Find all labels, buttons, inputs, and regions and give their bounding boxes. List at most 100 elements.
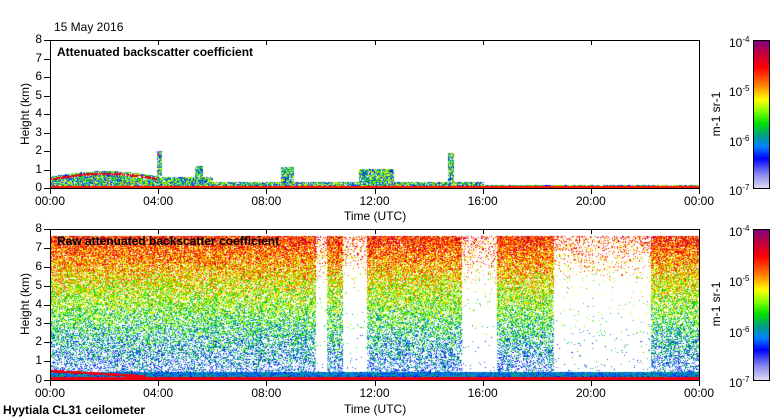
x-tick-top — [158, 229, 160, 234]
x-tick — [482, 381, 484, 386]
colorbar-tick-label: 10-4 — [729, 35, 750, 50]
x-tick-top — [50, 40, 51, 45]
x-tick-label: 00:00 — [683, 386, 715, 400]
y-tick-label: 5 — [35, 87, 42, 102]
x-tick — [374, 189, 376, 194]
y-tick — [44, 361, 50, 363]
y-tick — [44, 77, 50, 78]
colorbar-tick-label: 10-5 — [729, 84, 750, 100]
y-tick — [44, 342, 50, 344]
colorbar-tick-label: 10-7 — [729, 183, 750, 198]
y-tick-label: 6 — [35, 258, 42, 273]
x-tick-label: 08:00 — [251, 386, 282, 400]
colorbar-tick-label: 10-6 — [729, 324, 750, 340]
y-tick — [44, 169, 50, 171]
y-tick-label: 2 — [35, 143, 42, 157]
colorbar-tick-label: 10-5 — [729, 274, 750, 290]
x-tick-label: 00:00 — [683, 194, 715, 208]
x-tick-top — [374, 229, 376, 234]
plot-title: Raw attenuated backscatter coefficient — [57, 234, 280, 248]
y-tick — [44, 151, 50, 152]
x-tick — [590, 189, 592, 194]
y-tick-label: 5 — [35, 277, 42, 292]
y-tick-label: 2 — [35, 334, 42, 349]
y-tick — [44, 58, 50, 60]
y-tick — [44, 40, 50, 41]
x-tick — [50, 381, 51, 386]
y-tick-label: 0 — [35, 180, 42, 194]
x-tick-top — [590, 229, 592, 234]
x-tick — [50, 189, 51, 194]
x-tick-label: 16:00 — [467, 194, 498, 208]
x-tick — [482, 189, 484, 194]
colorbar-units: m-1 sr-1 — [709, 91, 723, 137]
plot-raw-backscatter: Raw attenuated backscatter coefficient — [50, 229, 700, 381]
colorbar-units: m-1 sr-1 — [709, 281, 723, 327]
colorbar-tick-label: 10-7 — [729, 375, 750, 390]
y-tick — [44, 266, 50, 268]
x-tick — [699, 189, 700, 194]
y-tick — [44, 229, 50, 230]
x-tick-label: 12:00 — [359, 386, 390, 400]
y-tick-label: 4 — [35, 106, 42, 120]
x-tick-top — [50, 229, 51, 234]
y-tick — [44, 304, 50, 306]
x-tick-label: 16:00 — [467, 386, 498, 400]
colorbar — [753, 40, 770, 189]
y-tick — [44, 114, 50, 115]
instrument-label: Hyytiala CL31 ceilometer — [3, 403, 146, 417]
y-tick-label: 6 — [35, 69, 42, 83]
y-tick — [44, 380, 50, 381]
x-tick-top — [482, 40, 484, 45]
y-tick — [44, 188, 50, 189]
y-tick-label: 8 — [35, 221, 42, 235]
x-tick-top — [374, 40, 376, 45]
x-tick — [158, 381, 160, 386]
y-tick-label: 1 — [35, 353, 42, 368]
x-tick-top — [590, 40, 592, 45]
x-tick — [158, 189, 160, 194]
x-tick — [699, 381, 700, 386]
date-label: 15 May 2016 — [54, 20, 124, 34]
x-axis-label: Time (UTC) — [344, 402, 407, 416]
y-tick — [44, 247, 50, 249]
y-tick-label: 0 — [35, 372, 42, 386]
y-tick-label: 8 — [35, 32, 42, 46]
y-tick-label: 4 — [35, 296, 42, 311]
x-tick-top — [266, 40, 268, 45]
plot-title: Attenuated backscatter coefficient — [57, 45, 254, 59]
y-tick-label: 3 — [35, 315, 42, 330]
y-tick-label: 1 — [35, 161, 42, 176]
x-tick-label: 20:00 — [575, 194, 606, 208]
x-tick-label: 00:00 — [34, 386, 66, 400]
y-tick — [44, 95, 50, 97]
backscatter-heatmap — [51, 41, 699, 188]
x-tick — [590, 381, 592, 386]
y-tick — [44, 132, 50, 134]
y-tick-label: 7 — [35, 50, 42, 65]
y-tick-label: 3 — [35, 124, 42, 139]
x-tick-label: 12:00 — [359, 194, 390, 208]
x-tick-top — [482, 229, 484, 234]
x-tick-label: 08:00 — [251, 194, 282, 208]
x-tick-top — [699, 40, 700, 45]
x-tick-top — [158, 40, 160, 45]
colorbar — [753, 229, 770, 381]
y-tick — [44, 323, 50, 325]
x-tick-top — [699, 229, 700, 234]
raw-backscatter-heatmap — [51, 230, 699, 380]
x-tick — [374, 381, 376, 386]
x-axis-label: Time (UTC) — [344, 209, 407, 223]
x-tick — [266, 189, 268, 194]
plot-attenuated-backscatter: Attenuated backscatter coefficient — [50, 40, 700, 189]
y-tick — [44, 285, 50, 287]
colorbar-tick-label: 10-4 — [729, 224, 750, 239]
x-tick-label: 00:00 — [34, 194, 66, 208]
x-tick — [266, 381, 268, 386]
colorbar-tick-label: 10-6 — [729, 133, 750, 149]
y-tick-label: 7 — [35, 239, 42, 254]
x-tick-label: 20:00 — [575, 386, 606, 400]
x-tick-top — [266, 229, 268, 234]
x-tick-label: 04:00 — [143, 386, 174, 400]
